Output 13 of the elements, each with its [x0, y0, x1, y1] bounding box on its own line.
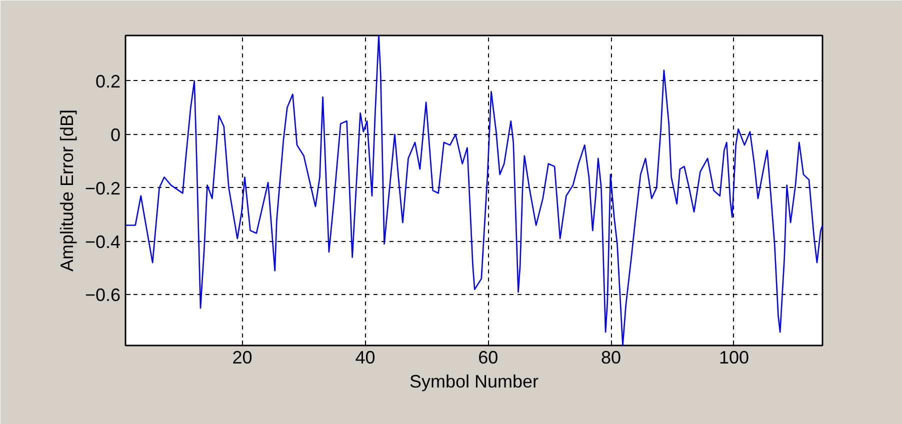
y-tick-label: 0.2	[95, 71, 121, 92]
line-series	[126, 36, 822, 346]
x-tick-label: 60	[478, 348, 498, 368]
x-tick-label: 80	[601, 348, 622, 368]
x-axis-title: Symbol Number	[409, 372, 539, 392]
x-tick-label: 100	[718, 348, 750, 368]
y-tick-label: −0.2	[84, 178, 121, 198]
y-tick-label: −0.6	[84, 285, 121, 306]
y-axis-title: Amplitude Error [dB]	[56, 109, 77, 272]
y-tick-label: 0	[110, 124, 121, 145]
y-tick-label: −0.4	[84, 232, 121, 252]
x-tick-label: 20	[232, 348, 252, 368]
x-tick-label: 40	[355, 348, 376, 368]
